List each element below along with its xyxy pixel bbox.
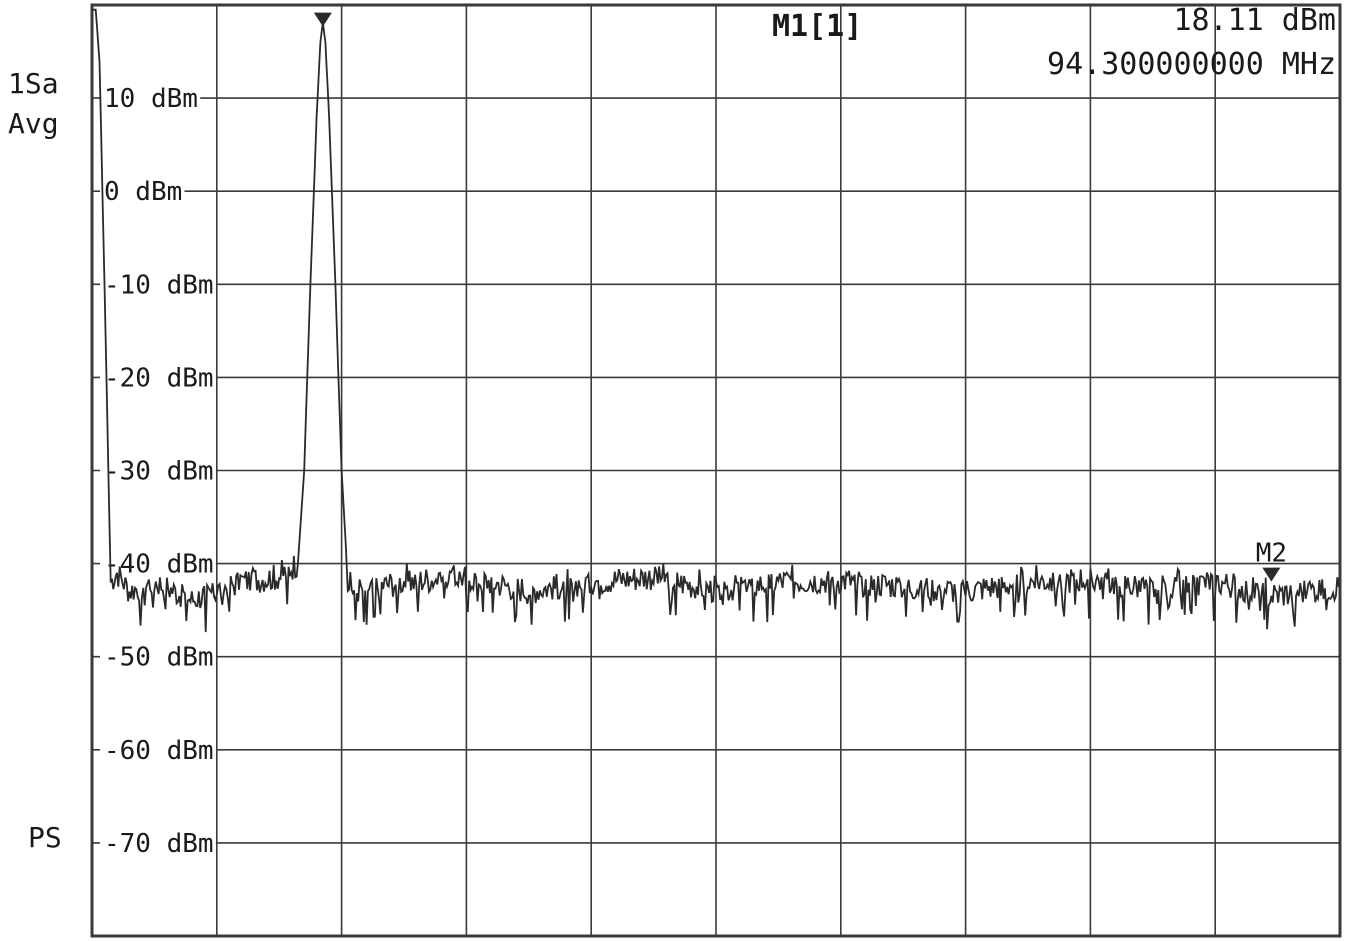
marker-readout-level: 18.11 dBm	[1173, 3, 1336, 38]
y-tick-label: -40 dBm	[104, 550, 214, 580]
y-tick-label: -50 dBm	[104, 643, 214, 673]
markers: M2	[313, 12, 1287, 582]
y-tick-label-background	[100, 82, 201, 115]
marker-m1-triangle	[313, 12, 332, 27]
y-tick-label: -70 dBm	[104, 829, 214, 859]
y-tick-label: -60 dBm	[104, 736, 214, 766]
y-tick-label-background	[100, 826, 216, 859]
y-tick-label: 10 dBm	[104, 84, 198, 114]
trace-mode-label: Avg	[8, 107, 59, 140]
y-tick-label-background	[100, 175, 185, 208]
ps-label: PS	[28, 821, 62, 854]
y-tick-label: 0 dBm	[104, 177, 182, 207]
y-tick-label-background	[100, 361, 216, 394]
marker-readout-name: M1[1]	[772, 9, 862, 44]
spectrum-trace	[92, 8, 1341, 633]
y-tick-label: -30 dBm	[104, 457, 214, 487]
y-tick-label-background	[100, 268, 216, 301]
y-tick-label-background	[100, 454, 216, 487]
sweep-count-label: 1Sa	[8, 67, 59, 100]
marker-m2-label: M2	[1256, 539, 1287, 569]
marker-m2-triangle	[1262, 567, 1281, 582]
y-tick-label: -10 dBm	[104, 270, 214, 300]
y-tick-labels: 10 dBm 0 dBm -10 dBm -20 dBm -30 dBm -40 dBm -…	[100, 82, 216, 859]
y-tick-label-background	[100, 733, 216, 766]
grid	[90, 3, 1342, 938]
marker-readout-frequency: 94.300000000 MHz	[1047, 47, 1336, 82]
y-tick-label-background	[100, 640, 216, 673]
y-tick-label: -20 dBm	[104, 363, 214, 393]
